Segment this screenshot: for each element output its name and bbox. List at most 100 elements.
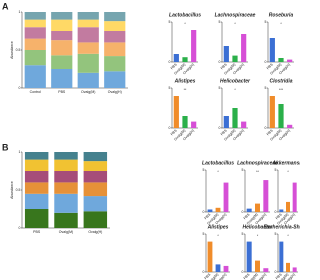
- x-tick-label: Ovalg(H): [108, 90, 122, 94]
- bar: [287, 124, 293, 128]
- y-tick-label: 0: [275, 270, 277, 274]
- stacked-segment: [54, 182, 78, 194]
- stacked-segment: [24, 27, 46, 39]
- stacked-segment: [54, 212, 78, 228]
- stacked-segment: [24, 159, 49, 171]
- x-tick-label: PBS: [58, 90, 66, 94]
- chart-title: Roseburia: [269, 12, 294, 18]
- y-tick-label: 0.5: [16, 48, 21, 52]
- x-tick-label: PBS: [33, 230, 41, 234]
- x-tick-label: Ovalg(H): [283, 273, 296, 280]
- bar: [279, 209, 284, 212]
- bar: [182, 116, 188, 128]
- bar: [255, 203, 260, 212]
- stacked-segment: [51, 40, 73, 56]
- chart-title: Escherichia-Shigella: [264, 224, 300, 230]
- bar: [223, 182, 229, 212]
- y-tick-label: 5: [169, 86, 171, 90]
- stacked-segment: [77, 19, 99, 28]
- bar: [207, 209, 213, 212]
- bar: [269, 38, 275, 62]
- stacked-segment: [54, 171, 78, 183]
- stacked-segment: [104, 71, 126, 88]
- stacked-segment: [54, 159, 78, 171]
- significance: *: [234, 88, 236, 92]
- y-tick-label: 5: [265, 20, 267, 24]
- y-tick-label: 0: [203, 210, 205, 214]
- x-tick-label: PBS: [204, 212, 212, 220]
- bar: [232, 55, 238, 62]
- stacked-segment: [104, 31, 126, 43]
- y-tick-label: 5: [275, 168, 277, 172]
- x-tick-label: PBS: [243, 272, 251, 280]
- significance: *: [217, 170, 219, 174]
- significance: *: [234, 22, 236, 26]
- x-tick-label: Ovalg(M): [246, 273, 259, 280]
- bar: [232, 108, 238, 128]
- x-tick-label: PBS: [266, 128, 274, 136]
- bar: [241, 121, 247, 128]
- y-tick-label: 0: [19, 86, 21, 90]
- x-tick-label: Ovalg(M): [276, 273, 289, 280]
- y-tick-label: 5: [265, 86, 267, 90]
- x-tick-label: PBS: [243, 212, 251, 220]
- bar: [191, 121, 197, 128]
- stacked-segment: [54, 193, 78, 213]
- x-tick-label: Ovalg(M): [59, 230, 73, 234]
- chart-title: Helicobacter: [220, 78, 251, 84]
- chart-title: Alistipes: [207, 224, 229, 230]
- x-tick-label: Ovalg(M): [81, 90, 95, 94]
- stacked-segment: [77, 42, 99, 54]
- bar: [255, 260, 260, 272]
- bar: [246, 241, 252, 272]
- panel-label: B: [2, 142, 9, 152]
- stacked-segment: [104, 12, 126, 22]
- stacked-segment: [24, 152, 49, 160]
- y-tick-label: 1: [19, 150, 21, 154]
- stacked-segment: [24, 65, 46, 88]
- bar: [287, 59, 293, 62]
- y-tick-label: 5: [219, 86, 221, 90]
- x-tick-label: PBS: [266, 62, 274, 70]
- stacked-segment: [77, 27, 99, 43]
- bar: [223, 46, 229, 62]
- y-tick-label: 0: [242, 210, 244, 214]
- y-tick-label: 0: [203, 270, 205, 274]
- stacked-segment: [24, 209, 49, 228]
- chart-title: Alistipes: [174, 78, 196, 84]
- x-tick-label: Ovalg(H): [88, 230, 102, 234]
- y-axis-label: Abundance: [10, 41, 14, 59]
- significance: **: [256, 170, 259, 174]
- y-tick-label: 5: [275, 232, 277, 236]
- bar: [246, 208, 252, 212]
- stacked-segment: [24, 12, 46, 20]
- bar: [207, 241, 213, 272]
- chart-title: Lachnospiraceae: [237, 160, 278, 166]
- y-tick-label: 0.5: [16, 188, 21, 192]
- stacked-segment: [54, 152, 78, 160]
- y-tick-label: 0: [219, 60, 221, 64]
- bar: [292, 182, 297, 212]
- stacked-segment: [24, 38, 46, 50]
- stacked-segment: [77, 12, 99, 20]
- y-tick-label: 0: [19, 226, 21, 230]
- bar: [223, 265, 229, 272]
- bar: [278, 58, 284, 62]
- stacked-segment: [83, 171, 108, 183]
- y-tick-label: 0: [265, 60, 267, 64]
- stacked-segment: [83, 152, 108, 162]
- bar: [182, 57, 188, 62]
- significance: *: [287, 234, 289, 238]
- y-tick-label: 5: [169, 20, 171, 24]
- bar: [263, 180, 269, 212]
- bar: [278, 104, 284, 128]
- chart-title: Lactobacillus: [169, 12, 201, 18]
- bar: [286, 201, 290, 212]
- significance: *: [184, 22, 186, 26]
- x-tick-label: Ovalg(H): [215, 273, 228, 280]
- chart-title: Akkermansia: [271, 160, 300, 166]
- stacked-segment: [24, 50, 46, 66]
- stacked-segment: [24, 171, 49, 183]
- significance: **: [184, 88, 187, 92]
